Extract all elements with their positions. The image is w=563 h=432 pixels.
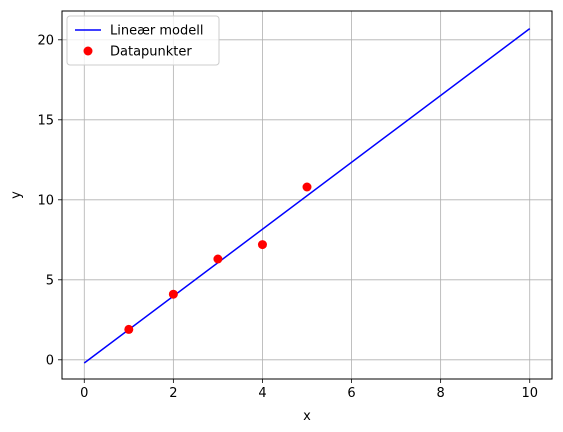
x-tick-label: 0 [80, 386, 88, 401]
y-tick-label: 20 [37, 33, 54, 48]
data-point [124, 324, 134, 334]
x-tick-label: 4 [258, 386, 266, 401]
plot-frame [61, 10, 553, 380]
x-tick-label: 2 [169, 386, 177, 401]
data-point [257, 240, 267, 250]
legend-marker-swatch [83, 46, 93, 56]
x-tick-label: 6 [347, 386, 355, 401]
data-point [168, 289, 178, 299]
y-tick-label: 10 [37, 193, 54, 208]
data-point [302, 182, 312, 192]
y-tick-label: 15 [37, 113, 54, 128]
x-tick-label: 8 [436, 386, 444, 401]
y-tick-label: 5 [46, 273, 54, 288]
y-axis-label: y [9, 191, 24, 199]
legend-label-line: Lineær modell [110, 24, 203, 39]
legend: Lineær modell Datapunkter [66, 15, 220, 66]
ticks: 0 2 4 6 8 10 0 5 10 15 20 [37, 33, 538, 401]
data-point [213, 254, 223, 264]
x-tick-label: 10 [521, 386, 538, 401]
y-tick-label: 0 [46, 353, 54, 368]
legend-label-scatter: Datapunkter [110, 45, 192, 60]
legend-box [66, 15, 220, 66]
linear-model-line [83, 28, 531, 364]
series-layer [83, 28, 531, 364]
x-axis-label: x [303, 409, 311, 424]
